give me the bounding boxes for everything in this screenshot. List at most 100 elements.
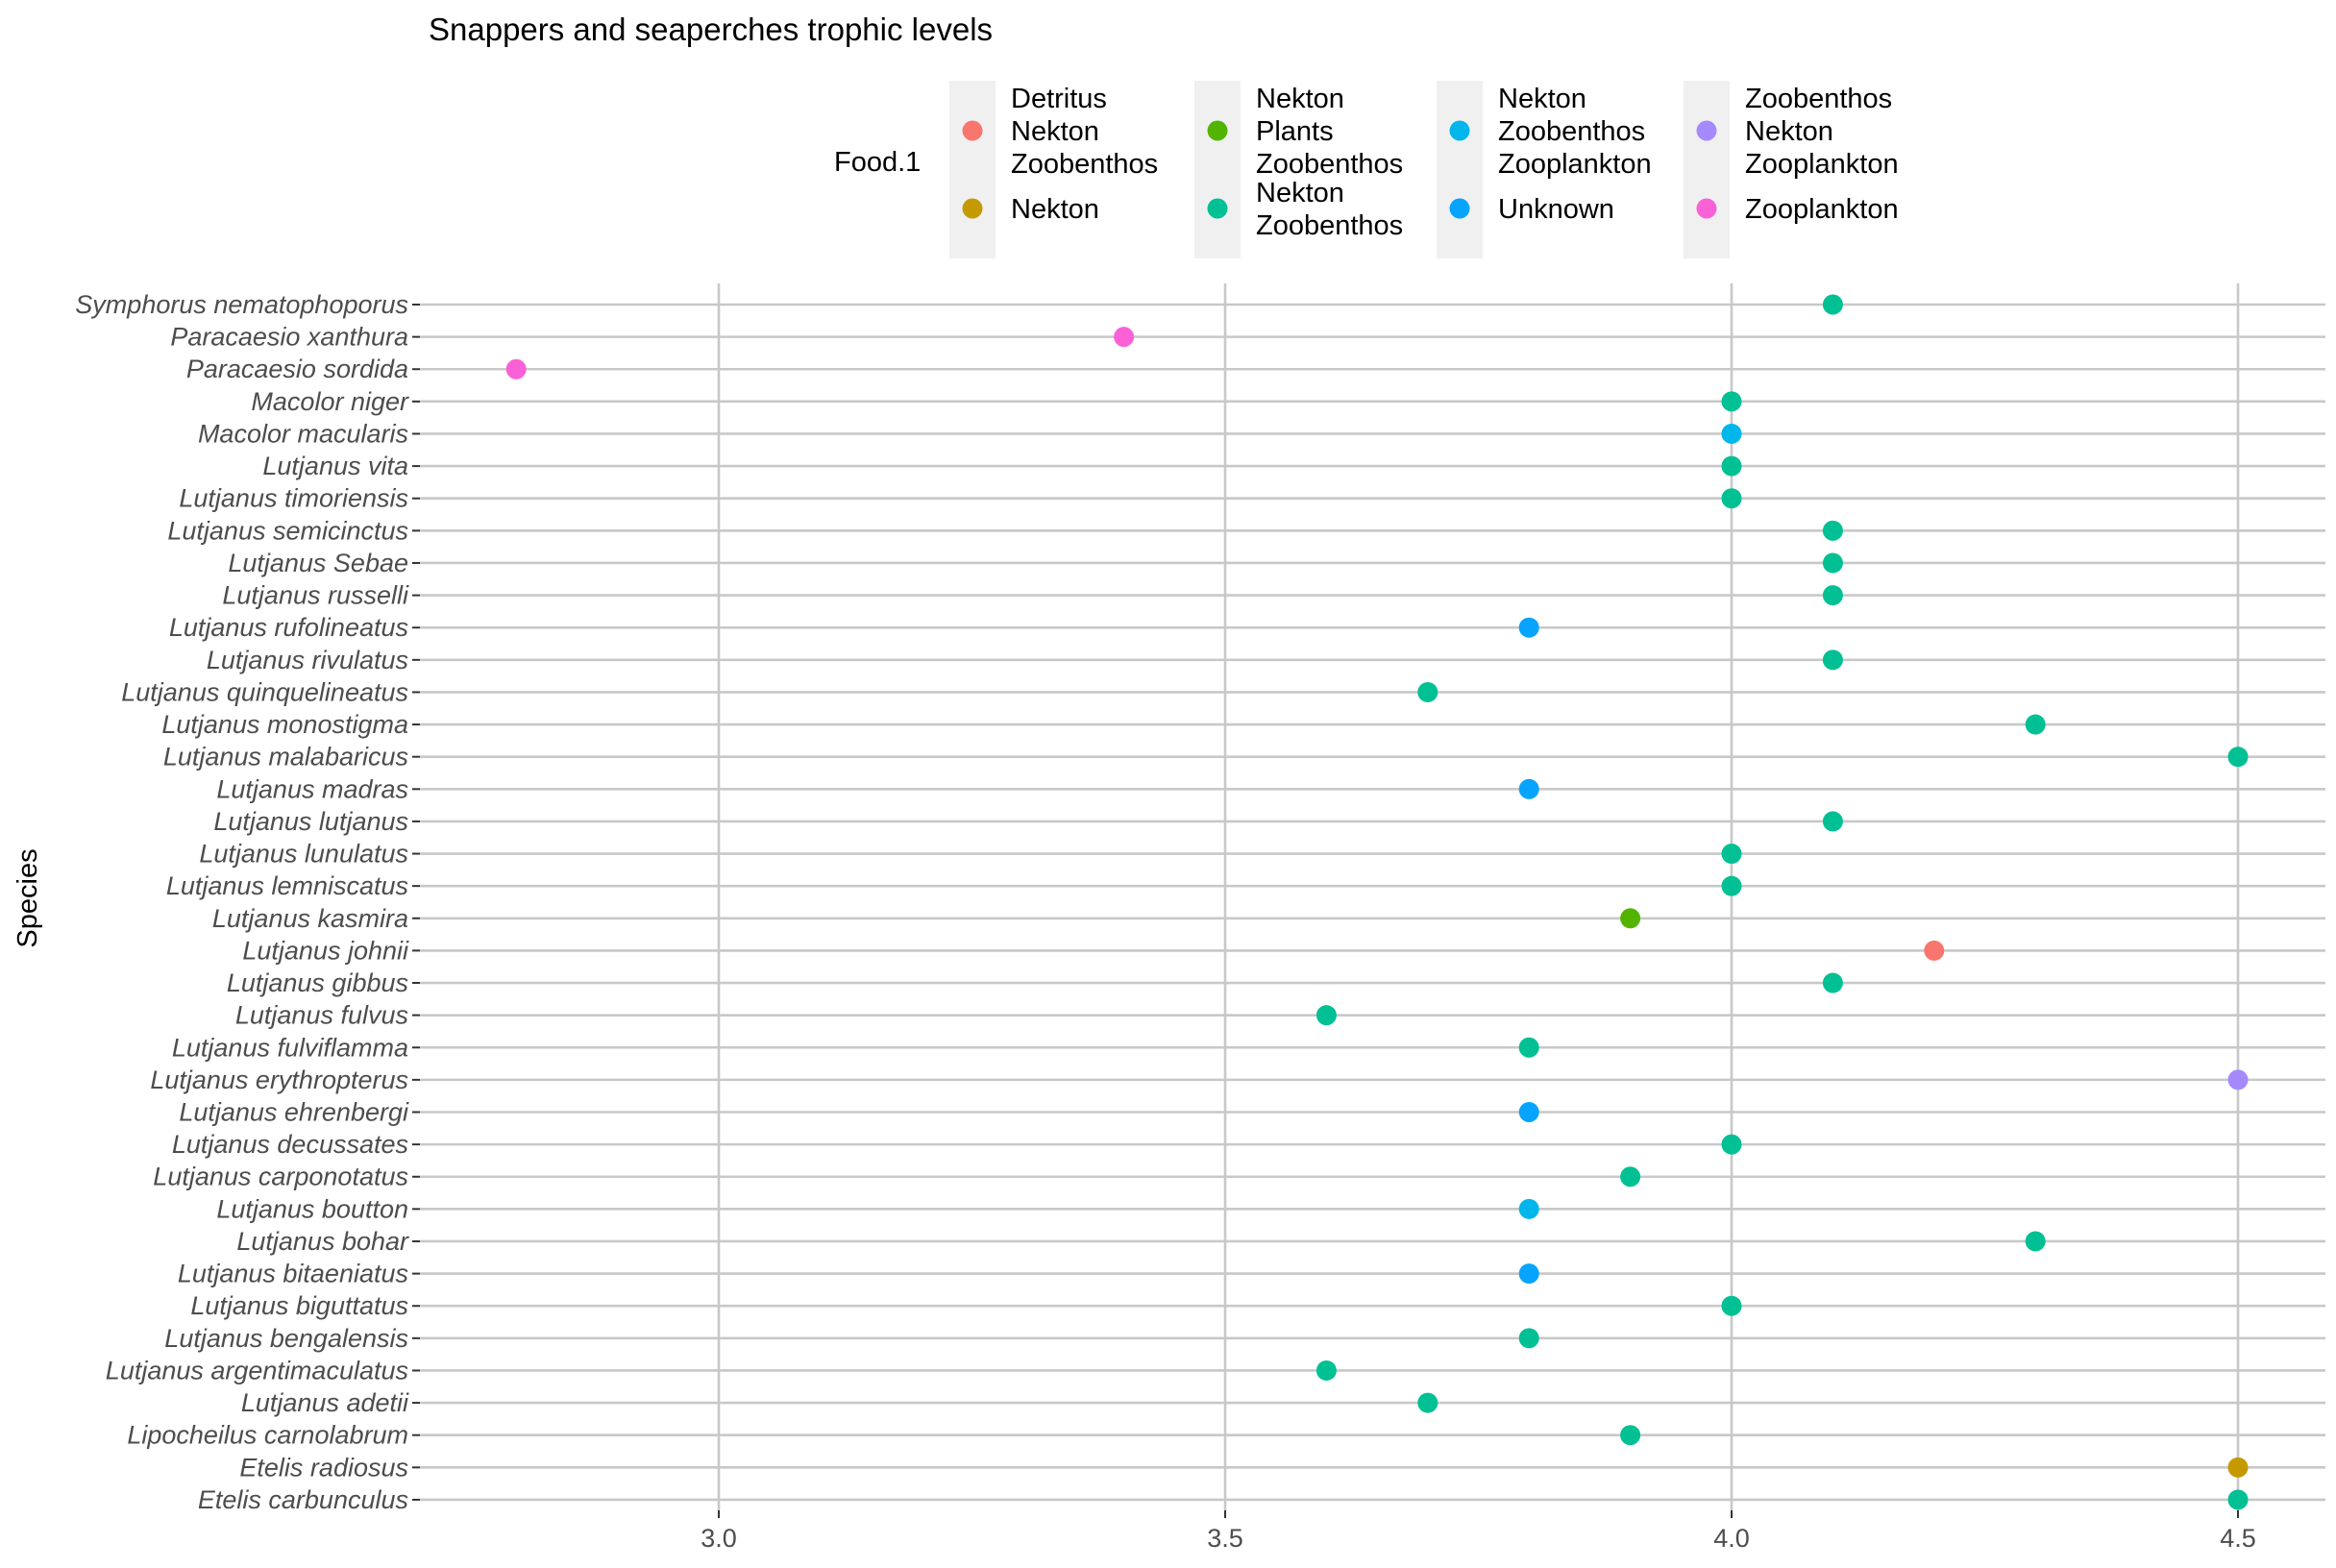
data-point bbox=[1721, 423, 1742, 444]
y-tick-label: Lutjanus boutton bbox=[216, 1194, 408, 1223]
legend-title: Food.1 bbox=[834, 147, 921, 178]
data-point bbox=[2025, 714, 2046, 735]
data-point bbox=[1417, 1392, 1438, 1413]
y-tick-label: Lutjanus timoriensis bbox=[179, 484, 408, 513]
data-point bbox=[1518, 1102, 1539, 1122]
data-point bbox=[1316, 1360, 1337, 1381]
y-tick-label: Lutjanus Sebae bbox=[228, 549, 408, 577]
data-point bbox=[1822, 972, 1843, 993]
y-tick-label: Macolor macularis bbox=[198, 419, 408, 448]
y-tick-label: Lutjanus argentimaculatus bbox=[106, 1356, 408, 1384]
y-tick-label: Macolor niger bbox=[251, 387, 409, 416]
data-point bbox=[1822, 552, 1843, 574]
y-tick-label: Lutjanus johnii bbox=[242, 936, 409, 965]
legend-label: Nekton bbox=[1745, 116, 1833, 147]
legend: Food.1 DetritusNektonZoobenthosNektonNek… bbox=[834, 81, 1899, 258]
legend-key bbox=[1207, 120, 1228, 141]
y-tick-label: Lutjanus lunulatus bbox=[199, 840, 408, 869]
data-point bbox=[1721, 455, 1742, 477]
data-point bbox=[1518, 1198, 1539, 1219]
y-tick-label: Lutjanus bitaeniatus bbox=[178, 1260, 408, 1288]
y-tick-label: Lutjanus vita bbox=[262, 452, 408, 480]
data-point bbox=[1114, 327, 1135, 348]
data-point bbox=[1822, 811, 1843, 832]
legend-label: Plants bbox=[1256, 116, 1334, 147]
y-tick-label: Lutjanus russelli bbox=[222, 581, 409, 610]
data-point bbox=[1721, 391, 1742, 412]
y-tick-label: Lutjanus rufolineatus bbox=[169, 613, 408, 642]
y-tick-label: Lutjanus semicinctus bbox=[167, 516, 408, 545]
y-tick-label: Lutjanus ehrenbergi bbox=[179, 1098, 409, 1127]
data-point bbox=[2227, 1069, 2249, 1090]
legend-label: Detritus bbox=[1011, 84, 1107, 114]
legend-key bbox=[1696, 198, 1717, 219]
data-point bbox=[1518, 617, 1539, 638]
legend-label: Unknown bbox=[1498, 194, 1614, 225]
data-point bbox=[1518, 1328, 1539, 1349]
data-point bbox=[1316, 1005, 1337, 1026]
y-tick-label: Paracaesio sordida bbox=[186, 355, 408, 383]
data-point bbox=[1518, 1263, 1539, 1285]
x-tick-label: 3.0 bbox=[701, 1524, 737, 1553]
data-point bbox=[1822, 294, 1843, 315]
y-tick-label: Lutjanus fulviflamma bbox=[172, 1033, 408, 1062]
y-tick-label: Lutjanus decussates bbox=[172, 1130, 408, 1159]
y-tick-label: Lutjanus monostigma bbox=[161, 710, 408, 739]
y-tick-label: Paracaesio xanthura bbox=[170, 323, 408, 352]
legend-label: Zoobenthos bbox=[1011, 149, 1158, 180]
legend-key bbox=[962, 198, 983, 219]
x-tick-labels: 3.0 3.5 4.0 4.5 bbox=[701, 1510, 2256, 1553]
y-axis-title: Species bbox=[12, 848, 43, 947]
y-tick-label: Lutjanus madras bbox=[216, 774, 408, 803]
y-tick-label: Lutjanus quinquelineatus bbox=[121, 677, 408, 706]
x-tick-label: 4.5 bbox=[2220, 1524, 2256, 1553]
data-points bbox=[505, 294, 2249, 1510]
legend-key bbox=[1207, 198, 1228, 219]
data-point bbox=[1518, 778, 1539, 799]
y-tick-label: Lutjanus bengalensis bbox=[164, 1324, 408, 1353]
data-point bbox=[1721, 488, 1742, 509]
data-point bbox=[1620, 1425, 1641, 1446]
y-tick-label: Etelis carbunculus bbox=[198, 1485, 408, 1514]
x-tick-label: 3.5 bbox=[1207, 1524, 1243, 1553]
legend-label: Zoobenthos bbox=[1498, 116, 1645, 147]
y-tick-labels: Symphorus nematophoporus Paracaesio xanth… bbox=[75, 290, 420, 1514]
data-point bbox=[1721, 844, 1742, 865]
y-tick-label: Lutjanus adetii bbox=[241, 1388, 409, 1417]
legend-label: Zooplankton bbox=[1745, 194, 1899, 225]
legend-label: Nekton bbox=[1498, 84, 1586, 114]
legend-key bbox=[1449, 120, 1470, 141]
chart-title: Snappers and seaperches trophic levels bbox=[429, 12, 993, 47]
data-point bbox=[505, 358, 527, 380]
data-point bbox=[1417, 681, 1438, 702]
legend-key bbox=[1696, 120, 1717, 141]
data-point bbox=[1518, 1037, 1539, 1058]
legend-label: Nekton bbox=[1256, 84, 1344, 114]
y-tick-label: Lutjanus carponotatus bbox=[153, 1163, 408, 1191]
legend-label: Zooplankton bbox=[1498, 149, 1652, 180]
data-point bbox=[1721, 1295, 1742, 1316]
y-tick-label: Lutjanus fulvus bbox=[235, 1001, 408, 1030]
data-point bbox=[1620, 908, 1641, 929]
y-tick-label: Etelis radiosus bbox=[239, 1453, 408, 1482]
legend-label: Zoobenthos bbox=[1256, 210, 1403, 241]
y-tick-label: Lipocheilus carnolabrum bbox=[127, 1421, 408, 1450]
data-point bbox=[1822, 649, 1843, 671]
legend-label: Nekton bbox=[1011, 116, 1099, 147]
data-point bbox=[2227, 747, 2249, 768]
y-tick-label: Lutjanus bohar bbox=[236, 1227, 409, 1256]
legend-label: Nekton bbox=[1256, 178, 1344, 208]
data-point bbox=[1924, 940, 1945, 961]
y-tick-label: Lutjanus lutjanus bbox=[213, 807, 408, 836]
legend-key bbox=[1449, 198, 1470, 219]
legend-key bbox=[962, 120, 983, 141]
legend-label: Zoobenthos bbox=[1256, 149, 1403, 180]
y-tick-label: Symphorus nematophoporus bbox=[75, 290, 408, 319]
y-tick-label: Lutjanus malabaricus bbox=[163, 743, 408, 772]
data-point bbox=[2227, 1457, 2249, 1478]
legend-label: Nekton bbox=[1011, 194, 1099, 225]
y-tick-label: Lutjanus gibbus bbox=[227, 968, 408, 997]
legend-label: Zoobenthos bbox=[1745, 84, 1892, 114]
y-tick-label: Lutjanus lemniscatus bbox=[166, 871, 408, 900]
